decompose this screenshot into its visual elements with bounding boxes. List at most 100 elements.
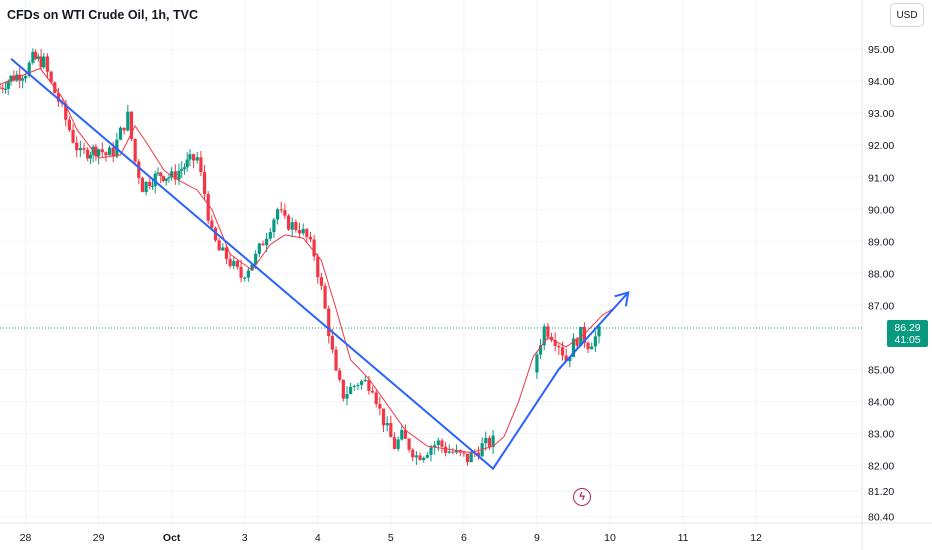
trendline-drawing[interactable] <box>10 58 630 471</box>
candle-body <box>560 347 565 356</box>
candle-body <box>308 236 313 240</box>
candle-body <box>535 354 539 373</box>
candle-body <box>440 440 444 447</box>
candle-body <box>42 56 46 68</box>
candle-body <box>100 149 104 153</box>
chart-title: CFDs on WTI Crude Oil, 1h, TVC <box>7 8 198 22</box>
candle-body <box>188 154 192 160</box>
y-tick-label: 89.00 <box>868 236 894 248</box>
x-tick-label: 9 <box>534 532 540 544</box>
candle-body <box>191 154 196 161</box>
candle-body <box>56 93 61 102</box>
candle-body <box>305 229 309 237</box>
candle-body <box>210 220 214 228</box>
candle-body <box>45 56 50 72</box>
candle-body <box>107 147 112 156</box>
candle-body <box>173 171 177 180</box>
currency-button[interactable]: USD <box>890 3 924 27</box>
last-price-value: 86.29 <box>894 321 921 334</box>
candle-body <box>97 149 101 157</box>
candle-body <box>374 392 378 405</box>
candle-body <box>1 87 5 89</box>
x-tick-label: 3 <box>242 532 248 544</box>
candle-body <box>411 449 415 458</box>
candle-body <box>341 379 345 399</box>
candle-body <box>272 219 276 233</box>
candle-body <box>582 326 587 343</box>
trendline-path <box>10 58 629 471</box>
y-tick-label: 81.20 <box>868 486 894 498</box>
candle-body <box>389 423 393 438</box>
candle-body <box>319 277 324 286</box>
candle-body <box>221 247 225 251</box>
candle-body <box>250 264 254 271</box>
x-tick-label: 29 <box>93 532 105 544</box>
candle-body <box>546 326 550 337</box>
candle-body <box>177 170 181 180</box>
candle-body <box>228 258 232 266</box>
candle-body <box>185 159 189 168</box>
candle-body <box>571 338 576 358</box>
candle-body <box>133 138 137 162</box>
event-flash-icon[interactable]: ϟ <box>573 488 592 507</box>
candle-body <box>447 451 451 453</box>
candle-body <box>243 277 247 279</box>
candle-body <box>553 340 557 347</box>
candle-body <box>195 157 199 161</box>
candle-body <box>396 439 400 449</box>
candle-body <box>334 349 338 371</box>
candle-body <box>392 437 397 449</box>
candle-body <box>94 146 98 157</box>
candle-body <box>568 357 572 362</box>
candle-body <box>586 342 590 350</box>
candle-body <box>64 103 68 120</box>
candle-body <box>484 437 488 444</box>
candle-body <box>462 452 466 454</box>
candle-body <box>161 176 166 181</box>
candle-body <box>239 266 243 278</box>
candle-body <box>180 169 184 171</box>
candle-body <box>21 78 25 81</box>
candle-body <box>444 446 448 453</box>
candlesticks <box>0 48 601 466</box>
candle-body <box>164 178 168 181</box>
candle-body <box>433 445 437 448</box>
y-tick-label: 84.00 <box>868 396 894 408</box>
x-tick-label: 10 <box>604 532 616 544</box>
axis-labels: 80.40 81.20 82.00 83.00 84.00 85.00 87.00 88.00… <box>20 44 895 544</box>
candle-body <box>429 447 433 455</box>
candle-body <box>150 185 155 187</box>
candle-body <box>67 119 71 130</box>
candle-body <box>182 167 187 170</box>
y-tick-label: 93.00 <box>868 108 894 120</box>
candle-body <box>454 450 459 453</box>
candle-body <box>167 177 171 179</box>
candle-body <box>301 229 305 234</box>
y-tick-label: 91.00 <box>868 172 894 184</box>
candle-body <box>235 261 240 267</box>
candle-body <box>487 437 492 447</box>
candle-body <box>275 209 280 220</box>
trend-arrow-icon <box>614 291 630 307</box>
candle-body <box>104 152 108 156</box>
x-tick-label: 11 <box>678 532 689 544</box>
candle-body <box>111 147 115 157</box>
candle-body <box>126 111 130 131</box>
candle-body <box>451 451 455 453</box>
candle-body <box>213 227 218 241</box>
candle-body <box>279 209 283 211</box>
candle-body <box>224 247 229 259</box>
candle-body <box>597 326 601 337</box>
candle-body <box>199 157 203 173</box>
candle-body <box>469 452 473 463</box>
chart-grid <box>0 0 862 523</box>
y-tick-label: 95.00 <box>868 44 894 56</box>
candle-body <box>144 181 148 193</box>
candle-body <box>254 253 258 265</box>
candle-body <box>381 408 386 426</box>
candle-body <box>6 81 10 89</box>
candle-body <box>246 270 250 278</box>
candle-body <box>593 336 597 347</box>
candle-body <box>312 239 316 257</box>
